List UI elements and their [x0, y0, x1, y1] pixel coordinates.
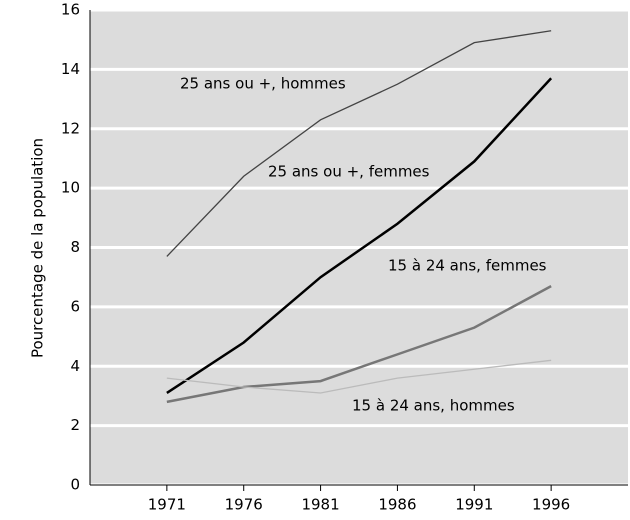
x-tick-label: 1991 [455, 496, 493, 514]
y-tick-label: 4 [70, 357, 80, 375]
y-tick-label: 14 [61, 60, 80, 78]
x-tick-label: 1981 [301, 496, 339, 514]
x-tick-label: 1996 [532, 496, 570, 514]
series-line [166, 30, 552, 257]
x-tick-label: 1986 [378, 496, 416, 514]
series-line [166, 359, 552, 394]
x-tick-label: 1971 [148, 496, 186, 514]
y-tick-label: 12 [61, 119, 80, 137]
series-line [166, 77, 553, 395]
y-tick-label: 2 [70, 416, 80, 434]
x-tick-label: 1976 [225, 496, 263, 514]
y-tick-label: 10 [61, 179, 80, 197]
series-label: 15 à 24 ans, femmes [388, 257, 547, 275]
series-label: 15 à 24 ans, hommes [352, 397, 515, 415]
y-tick-label: 0 [70, 476, 80, 494]
series-label: 25 ans ou +, hommes [180, 75, 346, 93]
y-tick-label: 8 [70, 238, 80, 256]
series-label: 25 ans ou +, femmes [268, 163, 430, 181]
y-tick-label: 6 [70, 297, 80, 315]
y-tick-label: 16 [61, 1, 80, 19]
series-line [166, 284, 552, 404]
y-axis-label: Pourcentage de la population [29, 138, 47, 358]
